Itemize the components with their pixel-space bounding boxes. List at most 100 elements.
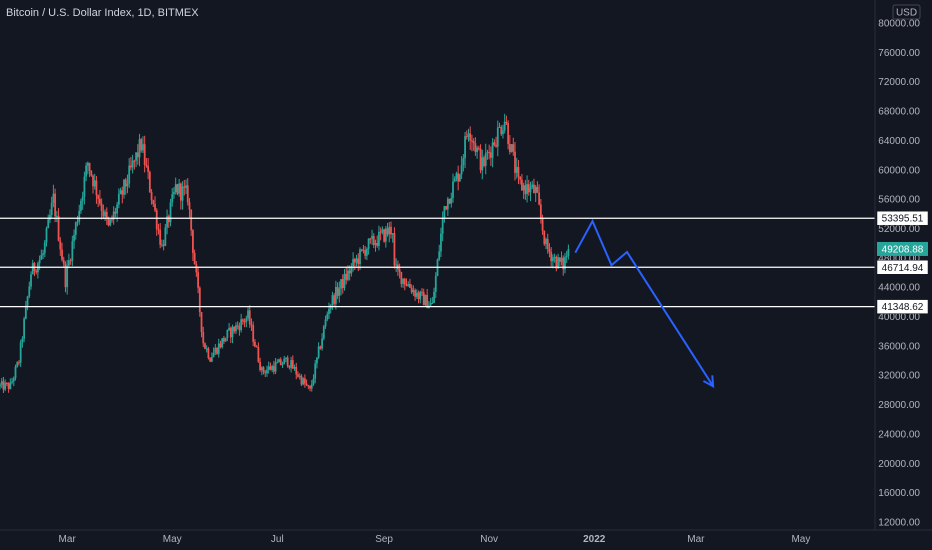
candle-body [245, 318, 247, 322]
candle [495, 137, 497, 148]
price-tick-label: 52000.00 [878, 224, 920, 235]
candle-body [504, 122, 506, 131]
candle-body [543, 231, 545, 244]
candle [487, 150, 489, 160]
candle [46, 226, 48, 246]
price-tick-label: 80000.00 [878, 19, 920, 30]
candle-body [528, 184, 530, 192]
candle-body [306, 384, 308, 386]
candle [259, 358, 261, 372]
candle [402, 278, 404, 288]
candle [366, 247, 368, 260]
candle-body [152, 200, 154, 204]
candle [96, 176, 98, 204]
candle-body [461, 165, 463, 174]
projection-drawing[interactable] [575, 221, 713, 386]
candle [276, 359, 278, 363]
candle [177, 184, 179, 195]
candle [158, 224, 160, 235]
candle [493, 139, 495, 146]
candle-body [500, 127, 502, 134]
candle-body [163, 245, 165, 246]
candle [242, 318, 244, 324]
candle [497, 121, 499, 157]
candle [340, 279, 342, 295]
candle [418, 291, 420, 304]
candle-body [462, 158, 464, 165]
level-price-label: 46714.94 [882, 263, 924, 274]
candle [187, 178, 189, 205]
candle-body [459, 174, 461, 181]
candle [214, 344, 216, 355]
candle-body [449, 199, 451, 204]
candle [526, 175, 528, 202]
candle-body [54, 194, 56, 217]
candle [23, 317, 25, 342]
candle-body [3, 381, 5, 389]
candle [537, 181, 539, 193]
candle-body [514, 152, 516, 173]
price-tick-label: 72000.00 [878, 77, 920, 88]
candle [20, 340, 22, 367]
candle-body [547, 239, 549, 249]
candle-body [340, 279, 342, 288]
candle [557, 254, 559, 269]
candle-body [280, 359, 282, 365]
candle [328, 303, 330, 319]
candle [233, 326, 235, 333]
candle [142, 136, 144, 153]
candle [15, 365, 17, 381]
candle-body [185, 185, 187, 187]
candle [90, 170, 92, 177]
candle [462, 154, 464, 171]
candle-body [51, 203, 53, 215]
candle-body [111, 219, 113, 220]
candle [247, 307, 249, 321]
candle-body [392, 233, 394, 234]
candle-body [9, 383, 11, 389]
projection-path[interactable] [575, 221, 713, 386]
candle-body [225, 338, 227, 342]
candle-body [287, 357, 289, 365]
candle [511, 144, 513, 153]
candle [209, 357, 211, 362]
candle [325, 316, 327, 329]
candle [73, 229, 75, 248]
candle-body [412, 290, 414, 292]
candle [406, 278, 408, 286]
candle [505, 116, 507, 125]
time-tick-label: May [791, 534, 810, 545]
candle [373, 233, 375, 248]
candle [466, 130, 468, 139]
candle [94, 174, 96, 190]
candle-body [149, 172, 151, 192]
candle-body [282, 364, 284, 365]
candle-body [545, 239, 547, 244]
candle-body [400, 272, 402, 284]
candle [428, 301, 430, 308]
candle [75, 221, 77, 239]
candle [68, 254, 70, 268]
candle [375, 240, 377, 252]
candle [335, 281, 337, 310]
candle [311, 380, 313, 392]
candle-body [485, 153, 487, 166]
candle-body [120, 190, 122, 194]
candle [4, 379, 6, 391]
candle [490, 146, 492, 166]
price-tick-label: 24000.00 [878, 429, 920, 440]
candle [237, 321, 239, 329]
candle-body [182, 187, 184, 201]
time-tick-label: Mar [59, 534, 77, 545]
candle [385, 226, 387, 248]
candle [564, 253, 566, 273]
candle-body [130, 166, 132, 168]
candle [294, 365, 296, 371]
candle-body [381, 229, 383, 232]
candle [376, 236, 378, 248]
candle-body [78, 211, 80, 222]
candle-body [156, 210, 158, 229]
candle [132, 155, 134, 174]
